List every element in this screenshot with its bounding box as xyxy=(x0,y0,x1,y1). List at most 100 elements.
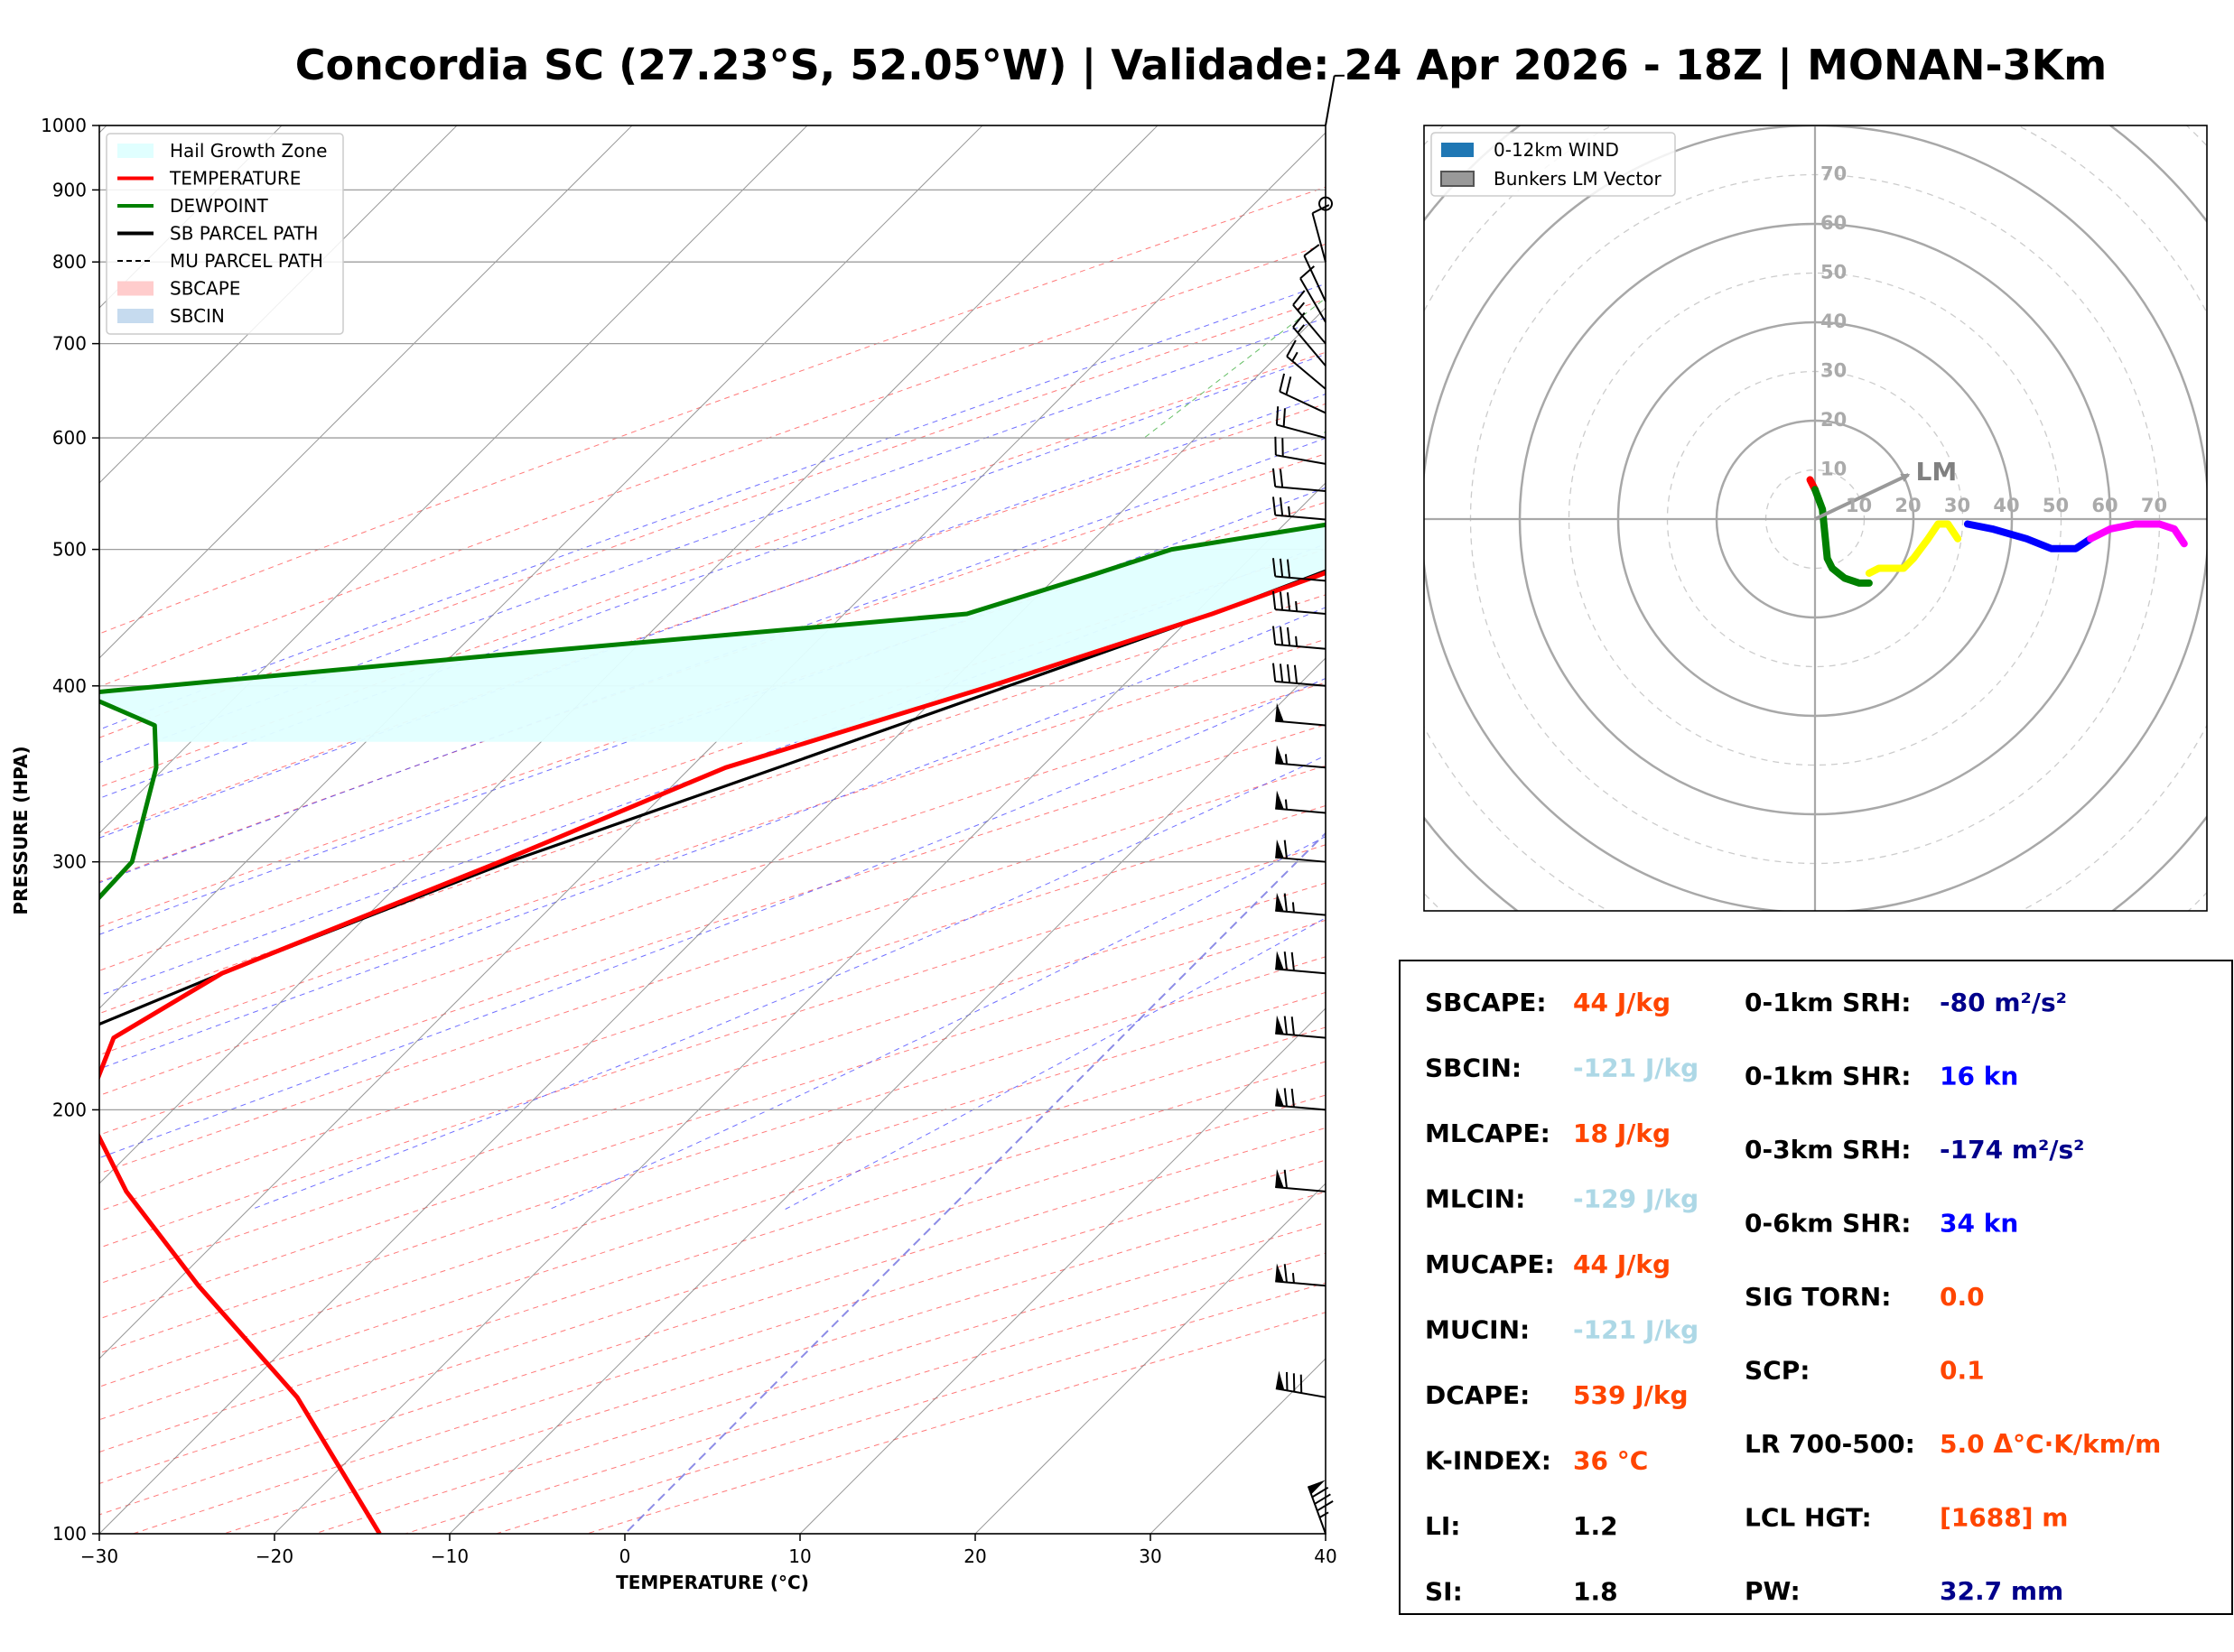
wind-barb xyxy=(1311,204,1330,263)
x-tick-label: −20 xyxy=(256,1545,293,1567)
skewt-plot: −30 −20 −10 0 10 20 30 40 100200300400500600700… xyxy=(10,74,2234,1593)
index-value: -121 J/kg xyxy=(1573,1053,1699,1083)
y-tick-label: 800 xyxy=(52,251,87,273)
wind-barb xyxy=(1279,373,1326,414)
wind-barb xyxy=(1275,790,1326,814)
wind-barb xyxy=(1271,468,1326,493)
wind-barb xyxy=(1299,265,1326,323)
skewt-legend: Hail Growth Zone TEMPERATURE DEWPOINT SB PA… xyxy=(106,133,344,335)
dry-adiabat xyxy=(99,243,1326,688)
indices-frame xyxy=(1399,960,2233,1615)
y-axis-label: PRESSURE (HPA) xyxy=(10,746,32,914)
moist-adiabat xyxy=(99,353,1326,799)
wind-barb xyxy=(1292,290,1326,345)
index-value: 44 J/kg xyxy=(1573,988,1671,1017)
hodograph-frame xyxy=(1423,125,2208,912)
legend-label-lm: Bunkers LM Vector xyxy=(1494,168,1662,190)
index-value: 18 J/kg xyxy=(1573,1118,1671,1148)
legend-label: SBCAPE xyxy=(170,278,240,300)
dry-adiabat xyxy=(99,844,1326,1248)
hodograph-ring-label: 70 xyxy=(2141,495,2167,516)
wind-barb xyxy=(1275,1087,1326,1111)
hodograph-ring xyxy=(1424,125,2207,911)
isotherm xyxy=(274,482,1326,1534)
dry-adiabat xyxy=(99,724,1326,1136)
wind-barb xyxy=(1275,892,1326,916)
moist-adiabat xyxy=(99,437,1326,884)
legend-label-wind: 0-12km WIND xyxy=(1494,139,1619,161)
isotherm xyxy=(449,657,1326,1534)
index-label: 0-1km SRH: xyxy=(1745,988,1912,1017)
y-tick-label: 500 xyxy=(52,539,87,561)
index-label: PW: xyxy=(1745,1576,1801,1606)
index-value: -121 J/kg xyxy=(1573,1315,1699,1345)
mixing-ratio-line xyxy=(1743,125,2183,438)
hodograph-ring-label: 60 xyxy=(2091,495,2118,516)
index-label: MUCAPE: xyxy=(1425,1249,1555,1279)
wind-barb xyxy=(1275,839,1326,863)
index-label: LCL HGT: xyxy=(1745,1503,1872,1533)
hodograph-ring-label: 30 xyxy=(1820,360,1847,382)
wind-barb xyxy=(1271,558,1326,582)
x-tick-label: 40 xyxy=(1314,1545,1336,1567)
figure-title: Concordia SC (27.23°S, 52.05°W) | Valida… xyxy=(295,41,2107,90)
mixing-ratio-line xyxy=(1830,125,2234,438)
hodograph-ring-label: 10 xyxy=(1846,495,1872,516)
index-value: 32.7 mm xyxy=(1940,1576,2063,1606)
index-value: -174 m²/s² xyxy=(1940,1135,2084,1165)
wind-barb xyxy=(1271,626,1326,650)
hodograph-ring-label: 40 xyxy=(1820,311,1847,332)
index-value: 16 kn xyxy=(1940,1062,2018,1091)
x-tick-label: 0 xyxy=(619,1545,631,1567)
x-tick-label: 20 xyxy=(963,1545,986,1567)
hodograph-segment xyxy=(1963,520,2095,552)
index-label: MLCAPE: xyxy=(1425,1118,1550,1148)
index-value: 0.0 xyxy=(1940,1282,1985,1312)
hodograph-ring-label: 70 xyxy=(1820,163,1847,185)
wind-barb xyxy=(1275,1169,1326,1193)
wind-barb xyxy=(1271,590,1326,615)
isotherm xyxy=(799,1007,1326,1534)
isotherm xyxy=(99,125,458,484)
y-tick-label: 200 xyxy=(52,1099,87,1120)
index-label: SBCAPE: xyxy=(1425,988,1547,1017)
bunkers-lm-label: LM xyxy=(1916,457,1958,487)
mixing-ratio-line xyxy=(1950,125,2234,438)
wind-barb xyxy=(1275,406,1326,440)
legend-swatch xyxy=(117,144,154,158)
index-label: 0-1km SHR: xyxy=(1745,1062,1912,1091)
y-tick-label: 400 xyxy=(52,675,87,697)
legend-swatch xyxy=(117,309,154,323)
moist-adiabat xyxy=(99,607,1326,1070)
isotherm xyxy=(974,1183,1326,1534)
legend-label: SBCIN xyxy=(170,305,225,327)
y-tick-label: 1000 xyxy=(41,115,87,136)
y-tick-label: 300 xyxy=(52,851,87,873)
isotherm xyxy=(99,307,1326,1534)
hodograph-ring-label: 60 xyxy=(1820,212,1847,234)
dry-adiabat xyxy=(99,765,1326,1174)
wind-barb xyxy=(1292,311,1326,367)
dry-adiabat xyxy=(99,638,1326,1056)
index-label: 0-3km SRH: xyxy=(1745,1135,1912,1165)
y-tick-label: 600 xyxy=(52,427,87,449)
isotherm xyxy=(99,125,633,659)
wind-barb xyxy=(1275,1015,1326,1039)
wind-barb xyxy=(1303,244,1326,302)
hodograph-ring-label: 20 xyxy=(1894,495,1921,516)
dry-adiabat xyxy=(99,351,1326,788)
y-tick-label: 100 xyxy=(52,1523,87,1545)
hodograph-trace xyxy=(1806,473,2188,587)
index-label: SIG TORN: xyxy=(1745,1282,1891,1312)
legend-label: Hail Growth Zone xyxy=(170,140,327,162)
legend-swatch-lm xyxy=(1440,171,1475,187)
legend-swatch-wind xyxy=(1441,143,1474,157)
wind-barb xyxy=(1274,436,1326,465)
y-axis-ticks: 100 200 300 400 500 600 700 800 900 1000 xyxy=(41,115,99,1545)
dewpoint-line xyxy=(99,522,1326,901)
isotherm xyxy=(99,125,983,1009)
wind-barb xyxy=(1275,702,1326,727)
sbcin-area xyxy=(1950,262,2203,326)
sb-parcel-path xyxy=(99,569,1326,1026)
wind-barbs xyxy=(1271,74,1345,1535)
